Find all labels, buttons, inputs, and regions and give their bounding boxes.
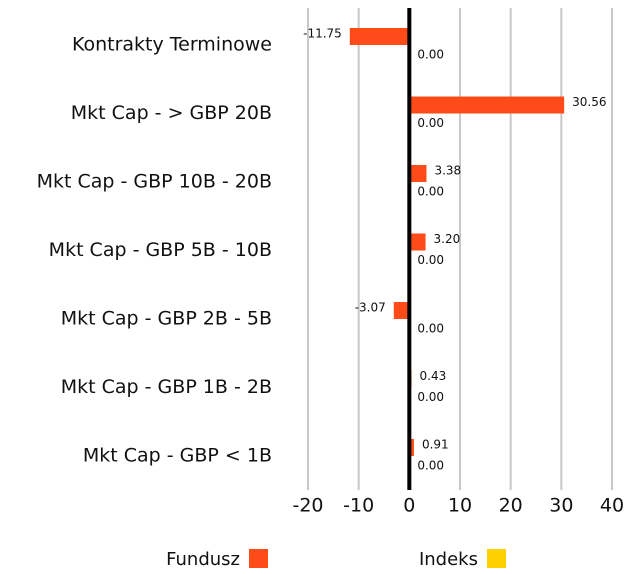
value-label: -11.75 bbox=[303, 27, 342, 41]
bar bbox=[393, 302, 410, 319]
bar bbox=[349, 28, 410, 45]
value-label: 0.00 bbox=[417, 253, 444, 267]
legend-swatch bbox=[249, 549, 268, 568]
category-label: Mkt Cap - GBP 1B - 2B bbox=[61, 376, 272, 398]
bar bbox=[409, 233, 426, 251]
value-label: 0.00 bbox=[417, 185, 444, 199]
value-label: 3.38 bbox=[434, 164, 461, 178]
category-label: Mkt Cap - GBP 5B - 10B bbox=[49, 239, 272, 261]
value-label: 30.56 bbox=[572, 95, 606, 109]
category-label: Mkt Cap - GBP 10B - 20B bbox=[37, 171, 272, 193]
value-label: 0.43 bbox=[420, 369, 447, 383]
legend-label: Fundusz bbox=[166, 549, 240, 570]
value-label: -3.07 bbox=[355, 301, 386, 315]
category-label: Mkt Cap - GBP < 1B bbox=[83, 445, 272, 467]
legend-swatch bbox=[487, 549, 506, 568]
value-label: 0.00 bbox=[417, 322, 444, 336]
category-label: Mkt Cap - GBP 2B - 5B bbox=[61, 308, 272, 330]
x-tick-label: 30 bbox=[549, 495, 573, 517]
x-tick-label: 40 bbox=[600, 495, 624, 517]
x-tick-label: 20 bbox=[499, 495, 523, 517]
x-tick-label: 10 bbox=[448, 495, 472, 517]
x-tick-label: -20 bbox=[292, 495, 323, 517]
bar bbox=[409, 439, 414, 456]
bar bbox=[409, 96, 565, 114]
value-label: 0.00 bbox=[417, 116, 444, 130]
category-label: Mkt Cap - > GBP 20B bbox=[71, 102, 272, 124]
value-label: 0.00 bbox=[417, 390, 444, 404]
value-label: 0.00 bbox=[417, 459, 444, 473]
value-label: 0.91 bbox=[422, 438, 449, 452]
x-tick-label: -10 bbox=[343, 495, 374, 517]
x-tick-label: 0 bbox=[403, 495, 415, 517]
value-label: 3.20 bbox=[434, 232, 461, 246]
legend-label: Indeks bbox=[419, 549, 478, 570]
category-label: Kontrakty Terminowe bbox=[72, 34, 272, 56]
bar bbox=[409, 165, 427, 182]
value-label: 0.00 bbox=[417, 48, 444, 62]
